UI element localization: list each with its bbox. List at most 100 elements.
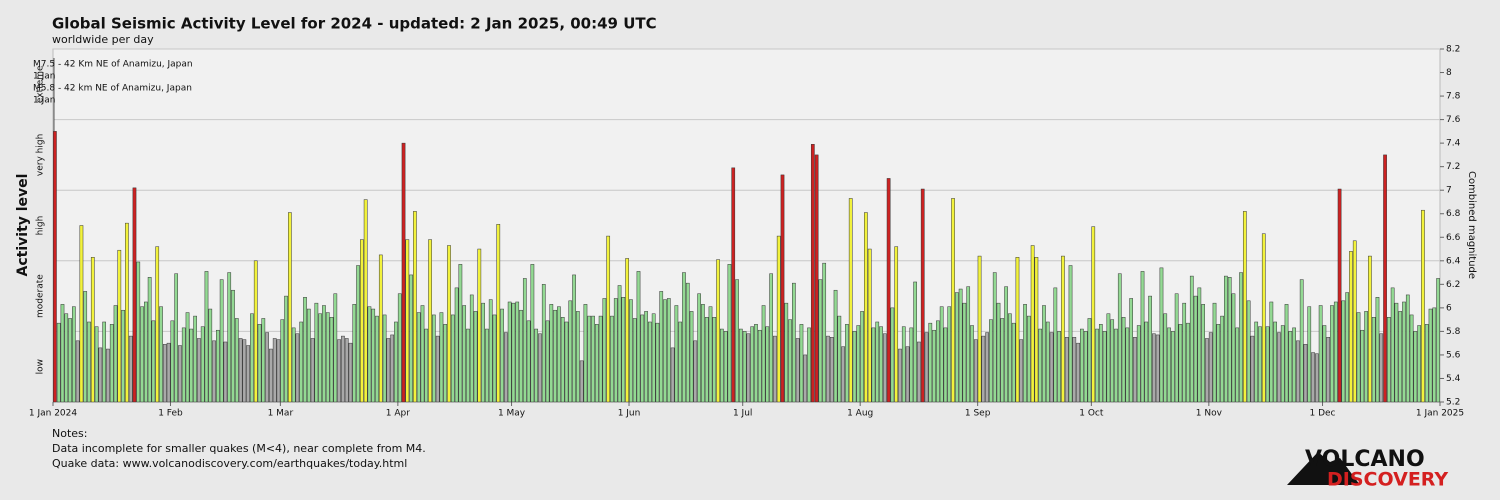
bar: [1114, 328, 1118, 403]
bar: [780, 174, 785, 403]
bar: [545, 320, 550, 403]
bar: [576, 311, 580, 403]
bar: [898, 348, 902, 403]
bar: [272, 338, 277, 403]
bar: [985, 332, 989, 403]
bar: [1083, 331, 1088, 403]
bar: [299, 321, 304, 403]
bar: [432, 314, 436, 403]
logo-text: VOLCANO: [1305, 447, 1425, 472]
bar: [1163, 313, 1168, 403]
bar: [845, 324, 849, 403]
bar: [159, 306, 163, 403]
bar: [219, 279, 224, 403]
bar: [242, 339, 247, 403]
x-tick-label: 1 Apr: [386, 409, 410, 419]
bar: [761, 305, 766, 403]
bar: [901, 326, 906, 403]
bar: [1322, 325, 1327, 403]
bar: [1155, 334, 1160, 403]
bar: [697, 293, 701, 403]
bar: [405, 239, 410, 403]
bar: [515, 301, 520, 403]
annotation-date: 1 Jan: [33, 96, 55, 106]
bar: [727, 264, 732, 403]
x-tick-label: 1 Aug: [847, 409, 873, 419]
bar: [416, 312, 421, 403]
bar: [735, 279, 739, 403]
bar: [1341, 300, 1346, 403]
bar: [848, 198, 853, 403]
annotation-date: 1 Jan: [33, 72, 55, 82]
bar: [1121, 317, 1126, 403]
bar: [1136, 325, 1141, 403]
bar: [1436, 278, 1440, 403]
bar: [837, 315, 842, 403]
bar: [1026, 315, 1031, 403]
bar: [803, 354, 808, 403]
bar: [257, 324, 262, 403]
bar: [466, 328, 470, 403]
bar: [507, 301, 512, 403]
y-tick-label: 7.6: [1446, 115, 1461, 125]
y-tick-label: 5.6: [1446, 350, 1461, 360]
bar: [879, 326, 883, 403]
bar: [966, 286, 971, 403]
bar: [363, 199, 368, 403]
bar: [276, 339, 281, 403]
annotation-text: M7.5 - 42 Km NE of Anamizu, Japan: [33, 60, 193, 70]
bar: [1424, 324, 1429, 403]
bar: [913, 281, 917, 403]
bar: [1148, 295, 1152, 403]
x-tick-label: 1 Jul: [733, 409, 752, 419]
bar: [1102, 331, 1107, 403]
bar: [557, 306, 561, 403]
bar: [174, 273, 179, 403]
bar: [1314, 353, 1319, 403]
bar: [1242, 211, 1247, 403]
bar: [920, 188, 925, 403]
bar: [795, 338, 800, 403]
logo-text: DISCOVERY: [1327, 469, 1448, 491]
bar: [818, 279, 823, 403]
bar: [333, 293, 338, 403]
bar: [1284, 304, 1289, 403]
bar: [98, 347, 103, 403]
bar: [352, 304, 357, 403]
bar: [617, 285, 622, 403]
bar: [511, 302, 516, 403]
bar: [996, 302, 1001, 403]
bar: [1318, 305, 1323, 403]
bar: [685, 282, 690, 403]
bar: [1182, 302, 1187, 403]
bar: [606, 235, 611, 403]
bar: [1053, 287, 1058, 403]
bar: [1004, 286, 1008, 403]
bar: [106, 348, 110, 403]
bar: [1167, 327, 1171, 403]
y-tick-label: 6.2: [1446, 280, 1460, 290]
bar: [1034, 257, 1039, 403]
bar: [784, 302, 789, 403]
bar: [75, 340, 80, 403]
bar: [1277, 332, 1281, 403]
bar: [166, 342, 171, 403]
bar: [367, 306, 372, 403]
note: Quake data: www.volcanodiscovery.com/ear…: [52, 457, 407, 470]
bar: [822, 262, 827, 403]
bar: [1008, 313, 1012, 403]
bar: [208, 308, 213, 403]
bar: [992, 272, 997, 403]
bar: [223, 341, 228, 403]
bar: [64, 313, 69, 403]
bar: [181, 327, 186, 403]
bar: [807, 327, 811, 403]
bar: [87, 321, 91, 403]
bar: [288, 212, 292, 403]
bar: [1273, 321, 1277, 403]
bar: [1098, 324, 1103, 403]
bar: [814, 154, 819, 403]
bar: [83, 291, 88, 403]
level-label: moderate: [36, 274, 46, 318]
